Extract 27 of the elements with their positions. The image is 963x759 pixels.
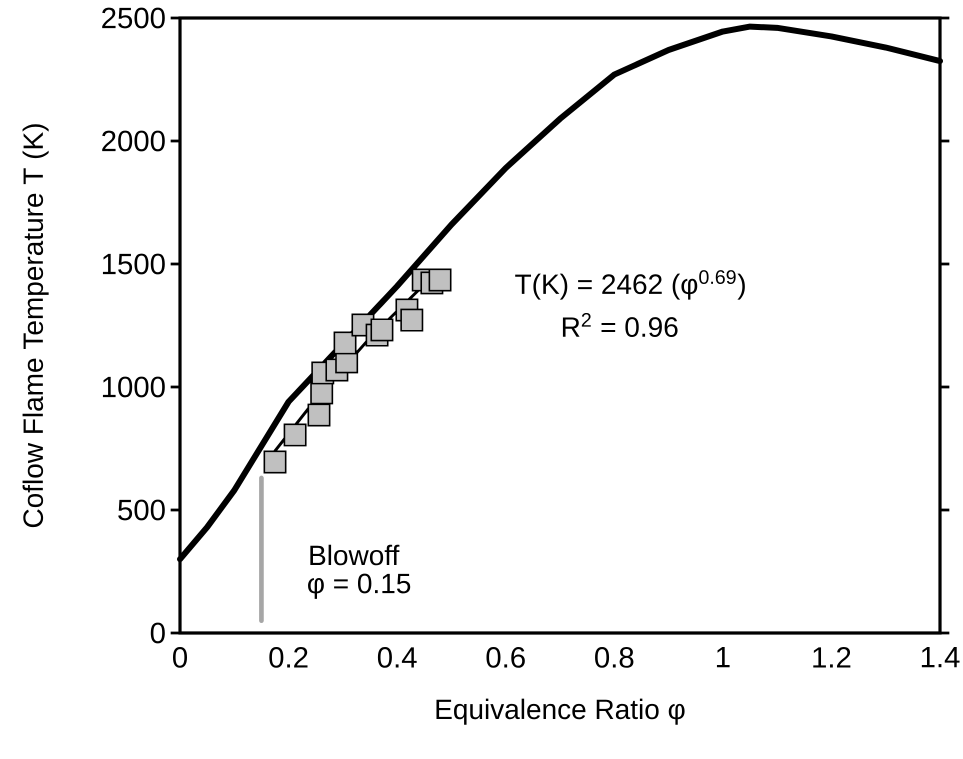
point [308,404,330,426]
point [264,450,286,474]
point [370,318,394,342]
x-tick-label: 0.4 [378,647,417,668]
x-tick-label: 1.2 [813,647,850,668]
point [400,308,424,332]
y-tick-label: 2000 [102,130,165,152]
point [334,331,356,354]
x-tick-label: 0.8 [595,647,634,668]
y-tick-label: 2500 [102,8,165,28]
point [428,268,452,292]
annotation: T(K) = 2462 (φ$^{0.69}$) [515,270,745,300]
x-tick-label: 0 [173,647,188,668]
x-tick-label: 1 [716,647,730,668]
y-tick-label: 1000 [102,376,165,398]
x-tick-label: 1.4 [922,647,960,668]
x-tick-label: 0.2 [269,647,308,668]
y-axis-title: Coflow Flame Temperature T (K) [22,124,49,528]
y-tick-label: 1500 [102,254,165,274]
y-tick-label: 0 [150,622,165,644]
annotation: R$^{2}$ = 0.96 [562,313,678,337]
annotation: Blowoff [310,544,400,566]
x-tick-label: 0.6 [486,647,525,668]
y-tick-label: 500 [118,500,165,520]
point [284,423,307,446]
x-axis-title: Equivalence Ratio φ [436,698,685,725]
annotation: φ = 0.15 [308,574,410,599]
